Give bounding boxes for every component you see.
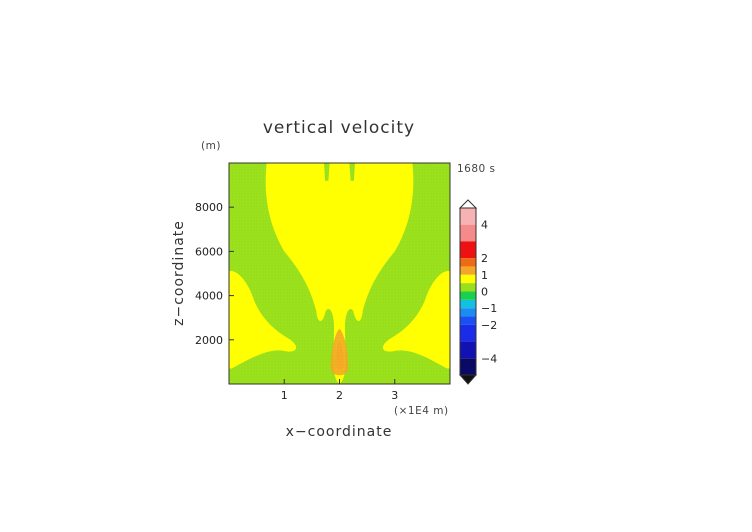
chart-title: vertical velocity	[263, 118, 415, 138]
y-unit-label: (m)	[201, 140, 221, 152]
colorbar-band	[460, 266, 476, 275]
colorbar-band	[460, 208, 476, 225]
colorbar-band	[460, 291, 476, 300]
y-axis: 2000 4000 6000 8000	[195, 201, 234, 347]
y-tick-label: 8000	[195, 201, 223, 214]
colorbar-tick-label: 0	[481, 286, 488, 299]
colorbar-extend-min	[458, 374, 478, 385]
y-tick-label: 4000	[195, 290, 223, 303]
colorbar-tick-label: 4	[481, 219, 488, 232]
y-axis-label: z−coordinate	[171, 220, 187, 326]
colorbar-tick-label: 1	[481, 269, 488, 282]
x-tick-label: 3	[391, 389, 398, 402]
colorbar-tick-label: −1	[481, 302, 497, 315]
colorbar-band	[460, 341, 476, 359]
colorbar-band	[460, 358, 476, 375]
x-axis: 1 2 3	[281, 379, 398, 402]
plot-area	[228, 162, 451, 385]
y-tick-label: 6000	[195, 245, 223, 258]
colorbar-band	[460, 258, 476, 267]
contour-grain-overlay	[229, 163, 450, 384]
colorbar-extend-max	[458, 199, 478, 209]
colorbar-band	[460, 274, 476, 284]
y-tick-label: 2000	[195, 334, 223, 347]
colorbar: 4 2 1 0 −1 −2 −4	[458, 199, 497, 385]
x-tick-label: 2	[336, 389, 343, 402]
colorbar-band	[460, 324, 476, 342]
x-tick-label: 1	[281, 389, 288, 402]
colorbar-band	[460, 299, 476, 309]
colorbar-band	[460, 283, 476, 292]
colorbar-band	[460, 308, 476, 317]
colorbar-band	[460, 316, 476, 325]
colorbar-tick-label: 2	[481, 252, 488, 265]
x-unit-label: (×1E4 m)	[394, 405, 449, 417]
time-label: 1680 s	[457, 163, 496, 175]
colorbar-tick-label: −2	[481, 319, 497, 332]
colorbar-band	[460, 241, 476, 259]
colorbar-tick-label: −4	[481, 352, 497, 365]
colorbar-band	[460, 224, 476, 242]
x-axis-label: x−coordinate	[286, 424, 393, 440]
